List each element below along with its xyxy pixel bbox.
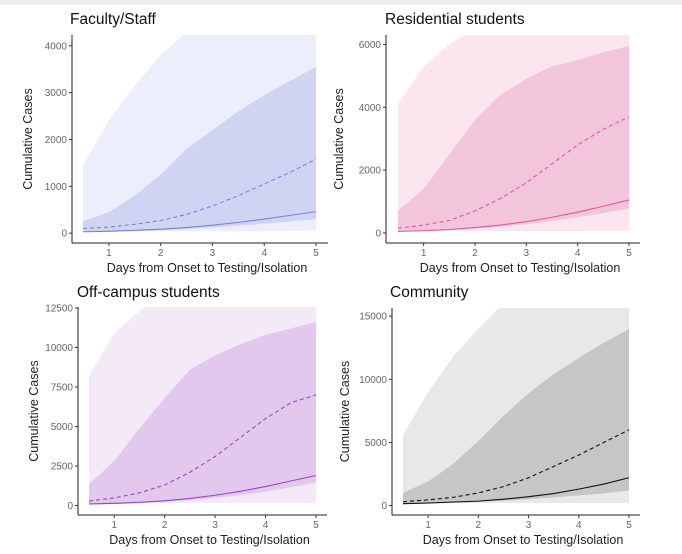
panel-title: Community: [390, 284, 469, 301]
y-tick-label: 6000: [359, 40, 382, 51]
y-tick-label: 4000: [45, 41, 68, 52]
x-tick-label: 2: [476, 520, 482, 531]
plot-area: [82, 35, 317, 233]
y-tick-label: 5000: [51, 422, 74, 433]
plot-area: [397, 35, 630, 232]
y-axis-label: Cumulative Cases: [338, 361, 352, 462]
y-tick-label: 15000: [359, 312, 387, 323]
solid-line: [402, 477, 630, 505]
y-tick-label: 0: [61, 229, 67, 240]
y-axis-label: Cumulative Cases: [27, 360, 41, 461]
plot-area: [402, 308, 630, 505]
y-tick-label: 10000: [45, 343, 73, 354]
y-axis-label: Cumulative Cases: [332, 88, 346, 189]
inner-band: [398, 45, 629, 232]
panel-title: Residential students: [385, 11, 525, 28]
panel-2: 0 2500 5000 7500 10000 12500 1 2 3 4 5 Off-campus s…: [27, 284, 327, 547]
x-tick-label: 2: [472, 248, 478, 259]
y-tick-label: 0: [67, 501, 73, 512]
y-tick-label: 12500: [45, 303, 73, 314]
panel-title: Off-campus students: [77, 284, 220, 301]
x-tick-label: 1: [421, 248, 427, 259]
y-tick-label: 10000: [359, 375, 387, 386]
x-tick-label: 5: [313, 248, 319, 259]
x-axis-label: Days from Onset to Testing/Isolation: [109, 533, 310, 547]
x-tick-label: 3: [526, 520, 532, 531]
y-axis-label: Cumulative Cases: [21, 88, 35, 189]
y-tick-label: 0: [375, 228, 381, 239]
x-tick-label: 4: [263, 520, 269, 531]
y-tick-label: 0: [381, 501, 387, 512]
x-tick-label: 5: [626, 520, 632, 531]
x-tick-label: 4: [261, 248, 267, 259]
plot-area: [88, 307, 317, 505]
x-tick-label: 5: [626, 248, 632, 259]
x-axis-label: Days from Onset to Testing/Isolation: [107, 261, 308, 275]
solid-line: [397, 199, 630, 232]
x-tick-label: 1: [111, 520, 117, 531]
top-bar: [0, 0, 682, 5]
x-tick-label: 2: [158, 248, 164, 259]
y-tick-label: 2500: [51, 462, 74, 473]
y-tick-label: 7500: [51, 382, 74, 393]
y-tick-label: 3000: [45, 88, 68, 99]
x-tick-label: 4: [576, 520, 582, 531]
x-axis-label: Days from Onset to Testing/Isolation: [420, 261, 621, 275]
solid-line: [82, 211, 317, 233]
x-tick-label: 1: [106, 248, 112, 259]
y-tick-label: 5000: [365, 438, 388, 449]
solid-line: [88, 474, 317, 505]
y-tick-label: 1000: [45, 182, 68, 193]
panel-0: 0 1000 2000 3000 4000 1 2 3 4 5 Faculty/Staff Days …: [21, 11, 328, 275]
x-tick-label: 3: [210, 248, 216, 259]
dashed-line: [82, 158, 317, 230]
y-tick-label: 4000: [359, 103, 382, 114]
x-tick-label: 3: [524, 248, 530, 259]
x-tick-label: 5: [313, 520, 319, 531]
x-tick-label: 4: [575, 248, 581, 259]
y-tick-label: 2000: [45, 135, 68, 146]
x-tick-label: 2: [162, 520, 168, 531]
inner-band: [403, 328, 629, 505]
dashed-line: [397, 116, 630, 229]
x-axis-label: Days from Onset to Testing/Isolation: [423, 533, 624, 547]
dashed-line: [88, 394, 317, 502]
panel-title: Faculty/Staff: [70, 11, 157, 28]
dashed-line: [402, 429, 630, 503]
x-tick-label: 3: [212, 520, 218, 531]
panel-3: 0 5000 10000 15000 1 2 3 4 5 Community Days from O…: [338, 284, 640, 547]
y-tick-label: 2000: [359, 166, 382, 177]
inner-band: [89, 322, 316, 505]
x-tick-label: 1: [425, 520, 431, 531]
inner-band: [83, 66, 316, 233]
panel-1: 0 2000 4000 6000 1 2 3 4 5 Residential students Da…: [332, 11, 640, 275]
